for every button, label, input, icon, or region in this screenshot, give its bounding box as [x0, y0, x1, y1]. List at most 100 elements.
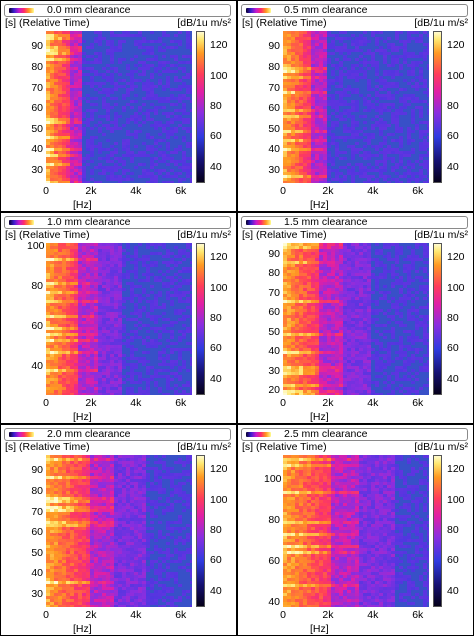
heatmap-cell: [395, 130, 399, 133]
heatmap-cell: [74, 40, 78, 43]
heatmap-cell: [170, 261, 174, 264]
heatmap-cell: [319, 252, 323, 255]
heatmap-cell: [62, 79, 66, 82]
heatmap-cell: [371, 145, 375, 148]
heatmap-cell: [182, 61, 186, 64]
heatmap-cell: [150, 342, 154, 345]
heatmap-cell: [82, 348, 86, 351]
heatmap-cell: [307, 315, 311, 318]
colorbar: [433, 31, 442, 183]
heatmap-cell: [162, 273, 166, 276]
heatmap-cell: [311, 246, 315, 249]
heatmap-cell: [82, 387, 86, 390]
heatmap-cell: [295, 288, 299, 291]
heatmap-cell: [383, 55, 387, 58]
heatmap-cell: [150, 264, 154, 267]
heatmap-cell: [102, 264, 106, 267]
heatmap-cell: [82, 354, 86, 357]
heatmap-cell: [66, 67, 70, 70]
heatmap-cell: [46, 148, 50, 151]
heatmap-cell: [319, 49, 323, 52]
heatmap-cell: [291, 181, 295, 183]
heatmap-cell: [98, 246, 102, 249]
heatmap-cell: [331, 345, 335, 348]
heatmap-cell: [359, 136, 363, 139]
heatmap-cell: [351, 124, 355, 127]
heatmap-cell: [391, 43, 395, 46]
heatmap-cell: [170, 276, 174, 279]
heatmap-cell: [287, 279, 291, 282]
heatmap-cell: [178, 276, 182, 279]
heatmap-cell: [299, 49, 303, 52]
heatmap-cell: [307, 267, 311, 270]
heatmap-cell: [295, 148, 299, 151]
heatmap-cell: [54, 252, 58, 255]
heatmap-cell: [138, 79, 142, 82]
heatmap-cell: [114, 261, 118, 264]
heatmap-cell: [106, 390, 110, 393]
heatmap-cell: [110, 166, 114, 169]
heatmap-cell: [303, 82, 307, 85]
heatmap-cell: [335, 249, 339, 252]
colorbar-tick-label: 120: [210, 39, 228, 52]
heatmap-cell: [122, 264, 126, 267]
heatmap-cell: [166, 339, 170, 342]
heatmap-cell: [98, 127, 102, 130]
heatmap-cell: [78, 121, 82, 124]
heatmap-cell: [283, 303, 287, 306]
heatmap-cell: [134, 324, 138, 327]
heatmap-cell: [54, 366, 58, 369]
heatmap-cell: [395, 258, 399, 261]
heatmap-cell: [335, 333, 339, 336]
heatmap-cell: [90, 300, 94, 303]
heatmap-cell: [58, 136, 62, 139]
heatmap-cell: [98, 387, 102, 390]
heatmap-cell: [387, 354, 391, 357]
heatmap-cell: [287, 291, 291, 294]
heatmap-cell: [295, 127, 299, 130]
heatmap-cell: [50, 31, 54, 34]
heatmap-cell: [50, 321, 54, 324]
heatmap-cell: [70, 154, 74, 157]
heatmap-cell: [291, 31, 295, 34]
heatmap-cell: [367, 327, 371, 330]
heatmap-cell: [423, 336, 427, 339]
heatmap-cell: [295, 249, 299, 252]
heatmap-cell: [387, 133, 391, 136]
heatmap-cell: [403, 324, 407, 327]
heatmap-cell: [90, 154, 94, 157]
heatmap-cell: [339, 294, 343, 297]
heatmap-cell: [74, 312, 78, 315]
heatmap-cell: [371, 321, 375, 324]
heatmap-cell: [78, 246, 82, 249]
heatmap-cell: [343, 342, 347, 345]
heatmap-cell: [142, 264, 146, 267]
heatmap-cell: [331, 169, 335, 172]
heatmap-cell: [46, 43, 50, 46]
heatmap-cell: [407, 97, 411, 100]
heatmap-cell: [58, 363, 62, 366]
heatmap-cell: [82, 261, 86, 264]
heatmap-cell: [299, 34, 303, 37]
heatmap-cell: [355, 330, 359, 333]
heatmap-cell: [375, 181, 379, 183]
heatmap-cell: [419, 100, 423, 103]
heatmap-cell: [114, 288, 118, 291]
y-tick-label: 60: [31, 320, 43, 332]
heatmap-cell: [106, 40, 110, 43]
heatmap-cell: [154, 106, 158, 109]
heatmap-cell: [54, 136, 58, 139]
heatmap-cell: [299, 82, 303, 85]
heatmap-cell: [399, 154, 403, 157]
heatmap-cell: [74, 34, 78, 37]
heatmap-cell: [122, 169, 126, 172]
heatmap-cell: [46, 94, 50, 97]
heatmap-cell: [407, 279, 411, 282]
heatmap-cell: [351, 303, 355, 306]
heatmap-cell: [118, 282, 122, 285]
heatmap-cell: [319, 300, 323, 303]
heatmap-cell: [70, 88, 74, 91]
heatmap-cell: [174, 264, 178, 267]
heatmap-cell: [174, 342, 178, 345]
heatmap-cell: [303, 67, 307, 70]
